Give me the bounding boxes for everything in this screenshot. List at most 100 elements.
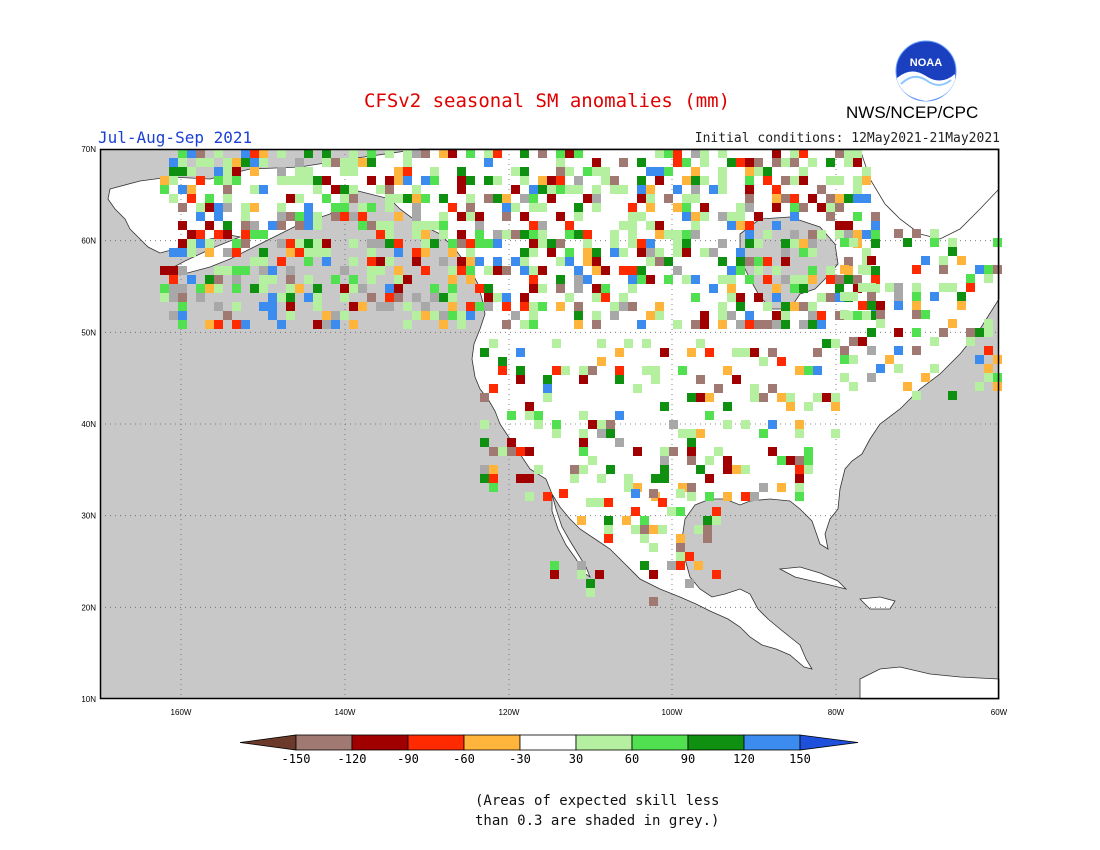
anomaly-cell	[862, 311, 871, 320]
anomaly-cell	[547, 176, 556, 185]
anomaly-cell	[646, 221, 655, 230]
anomaly-cell	[520, 293, 529, 302]
anomaly-cell	[844, 158, 853, 167]
anomaly-cell	[579, 465, 588, 474]
anomaly-cell	[844, 221, 853, 230]
anomaly-cell	[385, 230, 394, 239]
anomaly-cell	[687, 393, 696, 402]
anomaly-cell	[768, 447, 777, 456]
anomaly-cell	[777, 357, 786, 366]
anomaly-cell	[817, 230, 826, 239]
anomaly-cell	[705, 456, 714, 465]
anomaly-cell	[817, 203, 826, 212]
anomaly-cell	[565, 257, 574, 266]
anomaly-cell	[957, 301, 966, 310]
anomaly-cell	[673, 320, 682, 329]
anomaly-cell	[610, 239, 619, 248]
anomaly-cell	[529, 185, 538, 194]
anomaly-cell	[637, 176, 646, 185]
anomaly-cell	[786, 456, 795, 465]
anomaly-cell	[673, 239, 682, 248]
anomaly-cell	[295, 221, 304, 230]
anomaly-cell	[772, 203, 781, 212]
latitude-label: 10N	[81, 695, 96, 704]
anomaly-cell	[619, 293, 628, 302]
anomaly-cell	[628, 302, 637, 311]
anomaly-cell	[622, 516, 631, 525]
anomaly-cell	[556, 257, 565, 266]
anomaly-cell	[367, 176, 376, 185]
anomaly-cell	[658, 498, 667, 507]
anomaly-cell	[489, 339, 498, 348]
anomaly-cell	[268, 275, 277, 284]
anomaly-cell	[912, 301, 921, 310]
anomaly-cell	[187, 230, 196, 239]
anomaly-cell	[637, 320, 646, 329]
anomaly-cell	[394, 284, 403, 293]
anomaly-cell	[169, 293, 178, 302]
legend-tick-label: 90	[681, 752, 695, 766]
anomaly-cell	[768, 348, 777, 357]
anomaly-cell	[763, 230, 772, 239]
anomaly-cell	[583, 239, 592, 248]
anomaly-cell	[543, 492, 552, 501]
anomaly-cell	[385, 149, 394, 158]
anomaly-cell	[894, 229, 903, 238]
anomaly-cell	[538, 302, 547, 311]
anomaly-cell	[457, 239, 466, 248]
anomaly-cell	[340, 158, 349, 167]
anomaly-cell	[484, 293, 493, 302]
anomaly-cell	[651, 366, 660, 375]
anomaly-cell	[732, 465, 741, 474]
anomaly-cell	[673, 230, 682, 239]
skill-note-line-1: (Areas of expected skill less	[475, 793, 720, 809]
anomaly-cell	[835, 221, 844, 230]
anomaly-cell	[223, 185, 232, 194]
anomaly-cell	[304, 248, 313, 257]
anomaly-cell	[894, 328, 903, 337]
anomaly-cell	[286, 176, 295, 185]
anomaly-cell	[691, 320, 700, 329]
anomaly-cell	[331, 275, 340, 284]
anomaly-cell	[457, 266, 466, 275]
anomaly-cell	[466, 302, 475, 311]
anomaly-cell	[480, 348, 489, 357]
anomaly-cell	[367, 239, 376, 248]
anomaly-cell	[844, 275, 853, 284]
anomaly-cell	[664, 230, 673, 239]
anomaly-cell	[349, 239, 358, 248]
anomaly-cell	[745, 203, 754, 212]
anomaly-cell	[651, 375, 660, 384]
agency-label: NWS/NCEP/CPC	[846, 103, 979, 122]
anomaly-cell	[259, 185, 268, 194]
latitude-labels: 70N 60N 50N 40N 30N 20N 10N	[81, 145, 96, 704]
anomaly-cell	[966, 274, 975, 283]
anomaly-cell	[520, 149, 529, 158]
anomaly-cell	[448, 293, 457, 302]
anomaly-cell	[691, 149, 700, 158]
anomaly-cell	[676, 552, 685, 561]
anomaly-cell	[592, 293, 601, 302]
anomaly-cell	[700, 149, 709, 158]
anomaly-cell	[525, 411, 534, 420]
anomaly-cell	[322, 194, 331, 203]
anomaly-cell	[637, 239, 646, 248]
anomaly-cell	[804, 447, 813, 456]
anomaly-cell	[804, 456, 813, 465]
anomaly-cell	[502, 266, 511, 275]
anomaly-cell	[187, 275, 196, 284]
anomaly-cell	[588, 366, 597, 375]
anomaly-cell	[736, 158, 745, 167]
anomaly-cell	[678, 483, 687, 492]
anomaly-cell	[871, 275, 880, 284]
anomaly-cell	[511, 230, 520, 239]
anomaly-cell	[304, 239, 313, 248]
anomaly-cell	[268, 266, 277, 275]
anomaly-cell	[394, 239, 403, 248]
anomaly-cell	[286, 266, 295, 275]
anomaly-cell	[484, 266, 493, 275]
anomaly-cell	[615, 375, 624, 384]
anomaly-cell	[223, 248, 232, 257]
anomaly-cell	[295, 194, 304, 203]
anomaly-cell	[840, 346, 849, 355]
